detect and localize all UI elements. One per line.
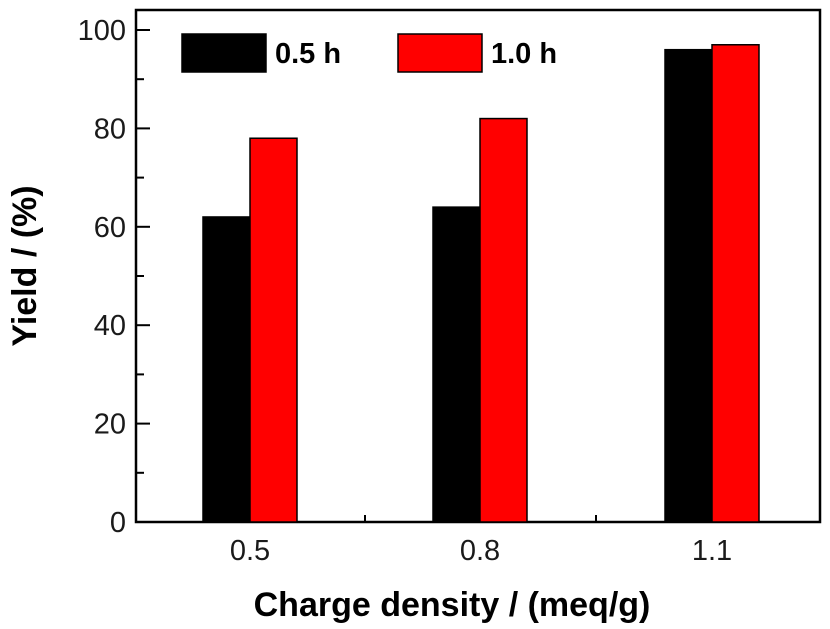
- legend-swatch: [397, 33, 483, 73]
- bar-series-1-1.1: [664, 48, 713, 523]
- x-tick-label: 0.8: [460, 535, 500, 567]
- y-axis-title: Yield / (%): [6, 185, 44, 346]
- y-tick-label: 20: [94, 409, 126, 441]
- x-tick-label: 1.1: [692, 535, 732, 567]
- y-tick-label: 0: [110, 507, 126, 539]
- y-tick-label: 80: [94, 113, 126, 145]
- bar-series-2-1.1: [711, 44, 760, 523]
- bar-series-1-0.5: [202, 216, 251, 523]
- legend-label: 0.5 h: [275, 38, 341, 70]
- y-tick-label: 60: [94, 212, 126, 244]
- y-axis: 0 20 40 60 80 100: [78, 15, 150, 539]
- legend: 0.5 h 1.0 h: [181, 33, 557, 73]
- x-axis-title: Charge density / (meq/g): [254, 586, 651, 624]
- legend-label: 1.0 h: [491, 38, 557, 70]
- bars: [202, 44, 760, 523]
- bar-series-2-0.5: [249, 137, 298, 523]
- x-tick-label: 0.5: [230, 535, 270, 567]
- legend-swatch: [181, 33, 267, 73]
- bar-series-1-0.8: [432, 206, 481, 523]
- y-tick-label: 40: [94, 310, 126, 342]
- bar-series-2-0.8: [479, 117, 528, 523]
- y-tick-label: 100: [78, 15, 126, 47]
